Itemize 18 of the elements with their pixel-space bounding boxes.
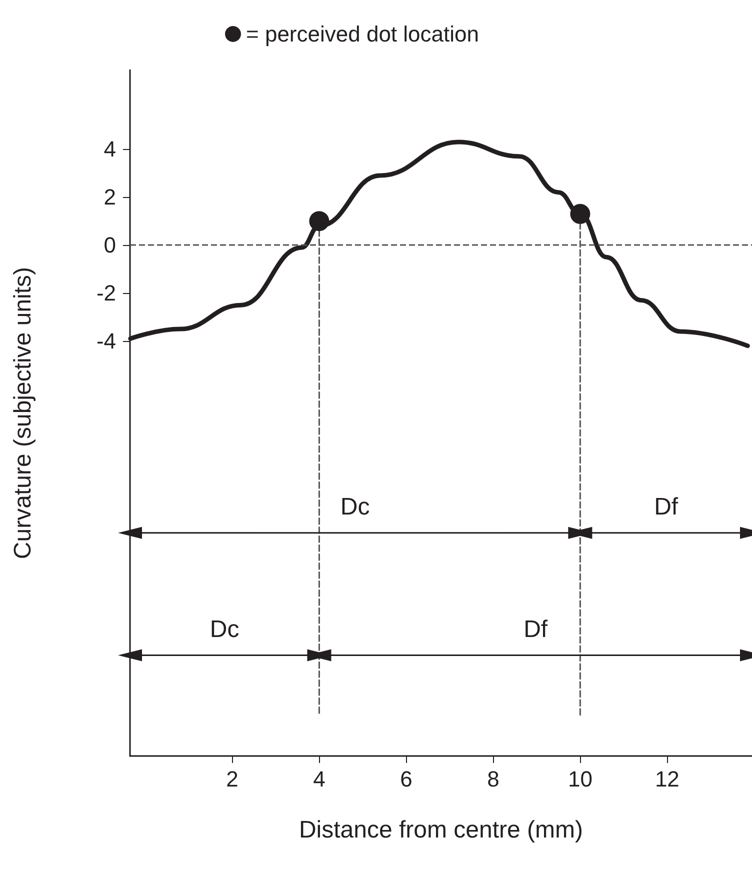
series-label: Dc [210,616,240,643]
y-tick-label: 0 [104,232,116,258]
x-axis-title: Distance from centre (mm) [298,816,584,844]
y-tick-label: 4 [104,136,116,162]
x-tick-label: 8 [487,766,500,792]
y-tick-label: 2 [104,184,116,210]
x-tick-label: 6 [400,766,412,792]
series-label: Df [654,493,678,520]
x-tick-label: 10 [568,766,592,792]
legend-label: = perceived dot location [246,22,479,46]
y-axis-title: Curvature (subjective units) [10,266,36,560]
y-tick-label: -2 [96,280,116,306]
y-tick-label: -4 [96,328,116,354]
series-label: Dc [340,493,370,520]
series-label: Df [524,616,548,643]
x-tick-label: 4 [313,766,326,792]
x-tick-label: 12 [654,766,680,792]
x-tick-label: 2 [226,766,238,792]
